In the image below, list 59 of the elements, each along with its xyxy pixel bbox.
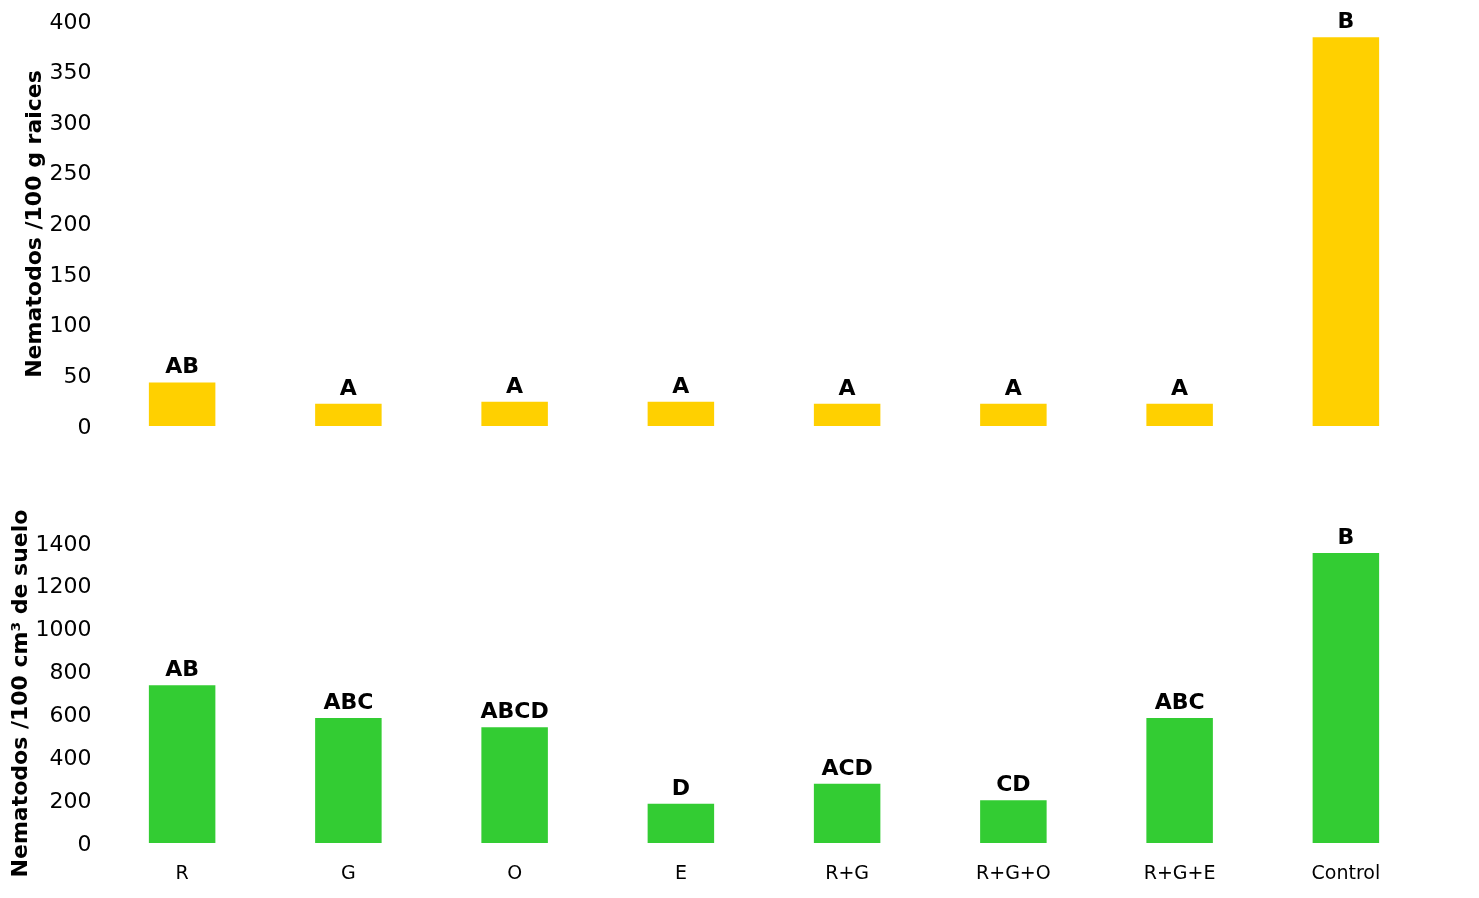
bar [315,718,382,843]
data-label: A [1171,374,1189,400]
bar [481,727,548,843]
data-label: A [506,372,524,398]
y-tick-label: 300 [49,109,92,135]
y-tick-label: 0 [77,830,92,856]
x-tick-label: G [341,860,356,883]
bar [315,403,382,426]
y-axis-title: Nematodos /100 g raices [20,70,46,378]
bar [813,403,881,426]
bar [980,403,1047,426]
bar [1312,37,1380,426]
data-label: A [1004,374,1022,400]
y-tick-label: 200 [49,211,92,236]
y-tick-label: 1400 [35,530,92,556]
y-tick-label: 1000 [35,616,92,642]
data-label: B [1337,8,1355,34]
x-tick-label: E [674,860,687,883]
bar [148,382,216,426]
bar [148,685,216,843]
y-tick-label: 600 [49,701,92,727]
data-label: D [671,774,691,800]
x-tick-label: O [507,860,523,883]
data-label: ABC [323,689,374,715]
data-label: ABCD [480,698,549,724]
y-tick-label: 400 [49,8,92,34]
y-tick-label: 1200 [35,573,92,599]
y-tick-label: 800 [49,659,92,685]
data-label: A [838,374,856,400]
bar [647,401,715,426]
y-tick-label: 0 [77,413,92,439]
y-tick-label: 50 [63,362,92,388]
bar [813,783,881,843]
data-label: ACD [821,754,873,780]
bar [1146,403,1213,426]
bar [647,803,715,843]
x-tick-label: R+G+E [1143,860,1216,883]
data-label: ABC [1154,689,1205,715]
data-label: AB [165,353,200,379]
data-label: A [672,372,690,398]
y-tick-label: 200 [49,787,92,813]
data-label: A [339,374,357,400]
y-tick-label: 350 [49,59,92,85]
data-label: CD [996,771,1031,797]
data-label: B [1337,524,1355,550]
y-tick-label: 400 [49,744,92,770]
x-tick-label: R+G+O [976,860,1051,883]
bar [481,401,548,426]
x-tick-label: Control [1311,860,1381,883]
y-tick-label: 250 [49,160,92,186]
bar [1146,718,1213,843]
y-axis-title: Nematodos /100 cm³ de suelo [6,509,32,878]
y-tick-label: 100 [49,312,92,338]
bar [1312,553,1380,843]
bar [980,800,1047,843]
x-tick-label: R [175,860,189,883]
data-label: AB [165,656,200,682]
y-tick-label: 150 [49,261,92,287]
x-tick-label: R+G [825,860,870,883]
